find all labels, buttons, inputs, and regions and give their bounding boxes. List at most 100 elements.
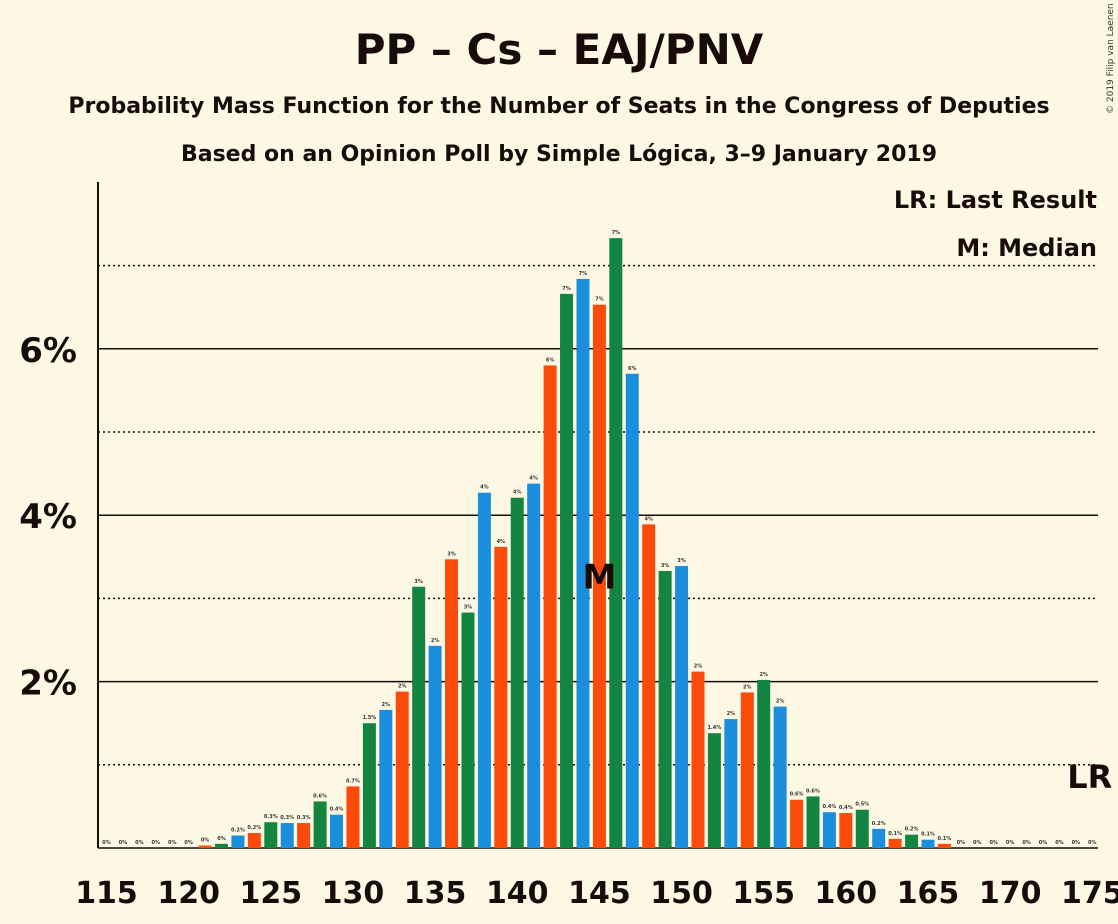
last-result-marker: LR	[1067, 758, 1112, 796]
bar-label-seat-131: 1.5%	[362, 715, 376, 721]
bar-label-seat-115: 0%	[102, 840, 111, 846]
bar-seat-156	[773, 706, 787, 848]
bar-label-seat-148: 4%	[644, 516, 653, 522]
bar-seat-152	[707, 733, 721, 848]
bar-seat-134	[412, 586, 426, 848]
bar-label-seat-122: 0%	[217, 836, 226, 842]
bar-seat-164	[905, 834, 919, 848]
bar-seat-155	[757, 679, 771, 848]
bar-label-seat-160: 0.4%	[839, 805, 853, 811]
bar-label-seat-132: 2%	[382, 702, 391, 708]
bar-label-seat-139: 4%	[497, 539, 506, 545]
bar-label-seat-149: 3%	[661, 563, 670, 569]
legend-median: M: Median	[956, 234, 1097, 262]
x-tick-label: 140	[486, 876, 549, 911]
bar-seat-142	[543, 365, 557, 848]
bar-seat-146	[609, 238, 623, 849]
bar-label-seat-146: 7%	[612, 230, 621, 236]
bar-label-seat-125: 0.3%	[264, 814, 278, 820]
chart-subtitle: Probability Mass Function for the Number…	[68, 94, 1049, 119]
bar-label-seat-124: 0.2%	[247, 825, 261, 831]
bar-label-seat-169: 0%	[989, 840, 998, 846]
x-tick-label: 170	[979, 876, 1042, 911]
bar-label-seat-151: 2%	[694, 664, 703, 670]
bars	[198, 238, 951, 849]
bar-seat-137	[461, 612, 475, 848]
bar-seat-141	[527, 483, 541, 848]
x-axis-ticks: 115 120 125 130 135 140 145 150 155 160 165 170 175	[75, 876, 1118, 911]
bar-label-seat-121: 0%	[201, 838, 210, 844]
chart-title: PP – Cs – EAJ/PNV	[355, 25, 764, 74]
bar-label-seat-137: 3%	[464, 605, 473, 611]
bar-seat-123	[231, 835, 245, 848]
y-tick-label: 6%	[19, 331, 77, 371]
bar-seat-149	[658, 570, 672, 848]
bar-label-seat-116: 0%	[119, 840, 128, 846]
bar-label-seat-174: 0%	[1072, 840, 1081, 846]
copyright-text: © 2019 Filip van Laenen	[1106, 3, 1116, 114]
bar-label-seat-147: 6%	[628, 366, 637, 372]
bar-label-seat-141: 4%	[529, 476, 538, 482]
bar-seat-163	[888, 838, 902, 848]
bar-label-seat-134: 3%	[414, 579, 423, 585]
bar-label-seat-138: 4%	[480, 485, 489, 491]
bar-label-seat-164: 0.2%	[905, 827, 919, 833]
bar-label-seat-168: 0%	[973, 840, 982, 846]
bar-seat-129	[330, 814, 344, 848]
bar-seat-162	[872, 828, 886, 848]
bar-label-seat-163: 0.1%	[888, 831, 902, 837]
bar-seat-157	[790, 799, 804, 848]
bar-seat-140	[510, 497, 524, 848]
bar-seat-138	[477, 492, 491, 848]
median-marker: M	[582, 557, 616, 597]
bar-seat-150	[675, 565, 689, 848]
bar-label-seat-158: 0.6%	[806, 788, 820, 794]
bar-label-seat-165: 0.1%	[921, 832, 935, 838]
bar-label-seat-133: 2%	[398, 684, 407, 690]
bar-label-seat-152: 1.4%	[707, 725, 721, 731]
bar-label-seat-120: 0%	[184, 840, 193, 846]
bar-label-seat-127: 0.3%	[297, 815, 311, 821]
bar-label-seat-126: 0.3%	[280, 815, 294, 821]
x-tick-label: 155	[732, 876, 795, 911]
bar-label-seat-161: 0.5%	[855, 802, 869, 808]
bar-seat-131	[362, 723, 376, 848]
bar-label-seat-143: 7%	[562, 286, 571, 292]
bar-seat-143	[560, 293, 574, 848]
bar-label-seat-140: 4%	[513, 490, 522, 496]
bar-seat-161	[855, 809, 869, 848]
bar-label-seat-128: 0.6%	[313, 793, 327, 799]
bar-seat-122	[215, 843, 229, 848]
bar-label-seat-130: 0.7%	[346, 778, 360, 784]
bar-seat-158	[806, 796, 820, 848]
bar-seat-145	[592, 304, 606, 849]
bar-seat-153	[724, 719, 738, 848]
bar-seat-159	[822, 812, 836, 848]
bar-label-seat-172: 0%	[1039, 840, 1048, 846]
bar-seat-136	[445, 559, 459, 848]
bar-seat-151	[691, 671, 705, 848]
bar-label-seat-136: 3%	[447, 551, 456, 557]
legend-last-result: LR: Last Result	[894, 186, 1097, 214]
bar-label-seat-144: 7%	[579, 271, 588, 277]
bar-label-seat-117: 0%	[135, 840, 144, 846]
x-tick-label: 165	[897, 876, 960, 911]
bar-label-seat-156: 2%	[776, 699, 785, 705]
y-tick-label: 2%	[19, 664, 77, 704]
bar-label-seat-171: 0%	[1022, 840, 1031, 846]
bar-seat-144	[576, 278, 590, 848]
bar-seat-132	[379, 709, 393, 848]
bar-label-seat-175: 0%	[1088, 840, 1097, 846]
bar-seat-121	[198, 845, 212, 848]
x-tick-label: 135	[404, 876, 467, 911]
chart-subtitle-2: Based on an Opinion Poll by Simple Lógic…	[181, 142, 937, 167]
bar-label-seat-142: 6%	[546, 357, 555, 363]
bar-label-seat-150: 3%	[677, 558, 686, 564]
bar-seat-124	[247, 833, 261, 848]
bar-seat-154	[740, 692, 754, 848]
bar-seat-160	[839, 813, 853, 848]
x-tick-label: 115	[75, 876, 138, 911]
bar-label-seat-135: 2%	[431, 638, 440, 644]
bar-seat-127	[297, 823, 311, 848]
